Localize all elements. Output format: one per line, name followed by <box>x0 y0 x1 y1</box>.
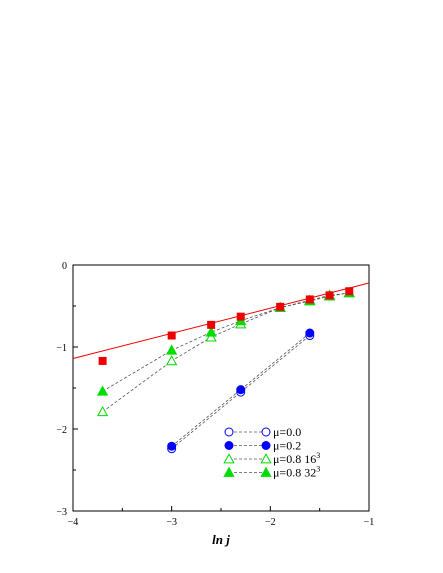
y-tick-label: 0 <box>62 261 67 272</box>
legend-marker <box>224 441 234 450</box>
data-point <box>276 302 285 311</box>
x-tick-label: −1 <box>364 517 375 528</box>
series-lines <box>102 292 350 449</box>
x-tick-label: −4 <box>68 517 79 528</box>
data-point <box>205 331 217 342</box>
y-tick-label: −3 <box>56 507 67 518</box>
series-line <box>102 292 350 413</box>
data-point <box>98 356 107 365</box>
fit-line <box>72 282 370 359</box>
data-point <box>96 405 109 417</box>
legend-marker <box>223 453 235 464</box>
data-point <box>207 320 216 329</box>
legend-label: μ=0.0 <box>273 425 301 439</box>
data-point <box>167 331 176 340</box>
legend-marker <box>260 466 272 477</box>
legend-label: μ=0.8 163 <box>273 451 320 466</box>
data-point <box>167 441 177 451</box>
x-tick-label: −2 <box>265 517 276 528</box>
legend-superscript: 3 <box>316 451 320 460</box>
data-point <box>96 385 109 396</box>
x-tick-label: −3 <box>166 517 177 528</box>
data-point <box>236 385 246 395</box>
y-tick-label: −1 <box>56 343 67 354</box>
data-point <box>305 295 314 304</box>
plot-frame <box>72 264 370 512</box>
legend-marker <box>260 453 272 464</box>
data-point <box>205 326 217 337</box>
legend-marker <box>223 466 235 477</box>
x-axis-label: ln j <box>212 532 230 547</box>
series-line <box>102 292 350 392</box>
legend-label: μ=0.8 323 <box>273 465 320 480</box>
data-point <box>236 312 245 321</box>
legend-superscript: 3 <box>316 465 320 474</box>
data-point <box>166 344 178 355</box>
legend-marker <box>261 441 271 450</box>
legend-marker <box>224 427 234 437</box>
legend-label: μ=0.2 <box>273 439 301 453</box>
data-point <box>305 328 315 338</box>
data-point <box>166 355 178 366</box>
y-tick-label: −2 <box>56 425 67 436</box>
fit-line-group <box>72 282 370 359</box>
data-point <box>325 291 334 300</box>
series-markers <box>96 287 355 454</box>
legend-marker <box>261 427 271 437</box>
data-point <box>345 287 354 296</box>
axis-ticks: −4 −3 −2 −1−3−2−10 <box>56 261 374 528</box>
